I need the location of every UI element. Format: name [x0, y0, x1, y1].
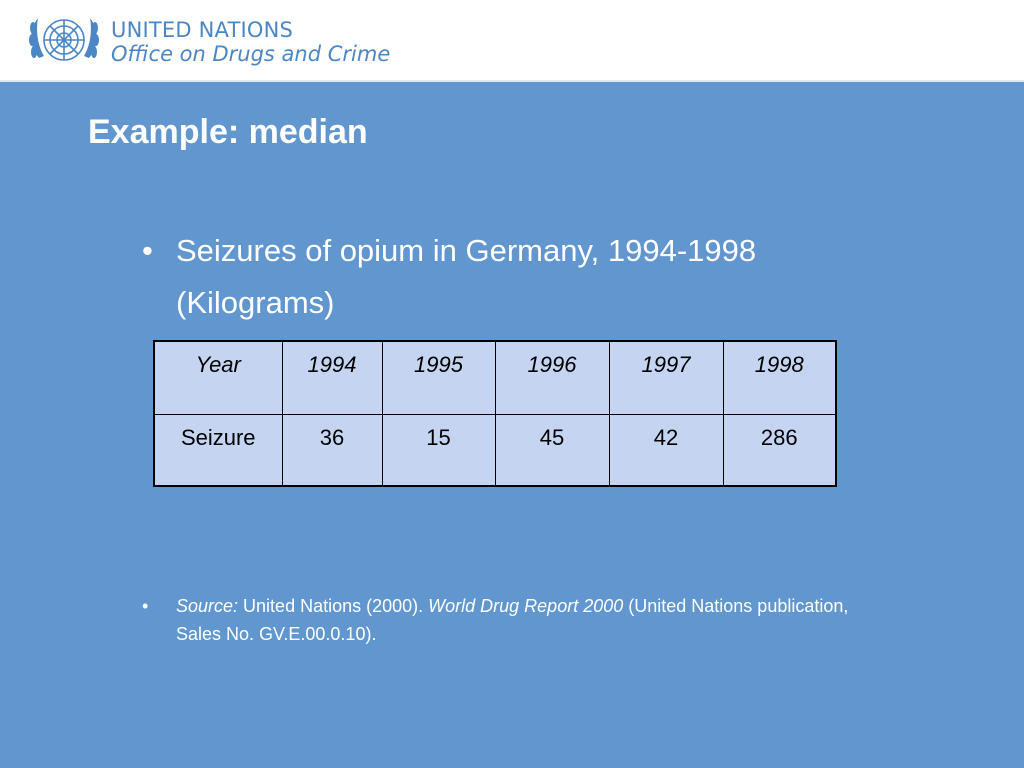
- source-title: World Drug Report 2000: [428, 596, 624, 616]
- source-text-1: United Nations (2000).: [238, 596, 429, 616]
- table-cell: 36: [281, 413, 383, 487]
- table-cell: 15: [381, 413, 496, 487]
- source-label: Source:: [176, 596, 239, 616]
- table-cell: Seizure: [153, 413, 283, 487]
- organization-name: UNITED NATIONS Office on Drugs and Crime: [111, 18, 390, 66]
- source-line1: Source: United Nations (2000). World Dru…: [176, 592, 976, 620]
- slide-title: Example: median: [88, 113, 368, 151]
- table-header-cell: Year: [153, 340, 283, 415]
- bullet-source: • Source: United Nations (2000). World D…: [142, 592, 976, 648]
- table-cell: 286: [722, 413, 837, 487]
- header-bar: UNITED NATIONS Office on Drugs and Crime: [0, 0, 1024, 82]
- table-header-cell: 1996: [494, 340, 610, 415]
- bullet1-line2: (Kilograms): [176, 285, 335, 320]
- table-header-cell: 1998: [722, 340, 837, 415]
- table-cell: 45: [494, 413, 610, 487]
- seizure-table: Year 1994 1995 1996 1997 1998 Seizure 36…: [153, 340, 837, 487]
- bullet-dot-icon: •: [142, 596, 149, 616]
- org-line-1: UNITED NATIONS: [111, 18, 294, 42]
- org-line-2: Office on Drugs and Crime: [111, 42, 391, 66]
- source-line2: Sales No. GV.E.00.0.10).: [176, 624, 377, 644]
- table-cell: 42: [608, 413, 724, 487]
- bullet-dot-icon: •: [142, 233, 153, 268]
- table-row: Seizure 36 15 45 42 286: [153, 413, 837, 487]
- table-header-row: Year 1994 1995 1996 1997 1998: [153, 340, 837, 415]
- table-header-cell: 1994: [281, 340, 383, 415]
- source-text-2: (United Nations publication,: [623, 596, 849, 616]
- bullet1-line1: Seizures of opium in Germany, 1994-1998: [176, 233, 757, 268]
- bullet-seizures: • Seizures of opium in Germany, 1994-199…: [142, 225, 876, 329]
- table-header-cell: 1997: [608, 340, 724, 415]
- table-header-cell: 1995: [381, 340, 496, 415]
- un-emblem-icon: [29, 18, 99, 61]
